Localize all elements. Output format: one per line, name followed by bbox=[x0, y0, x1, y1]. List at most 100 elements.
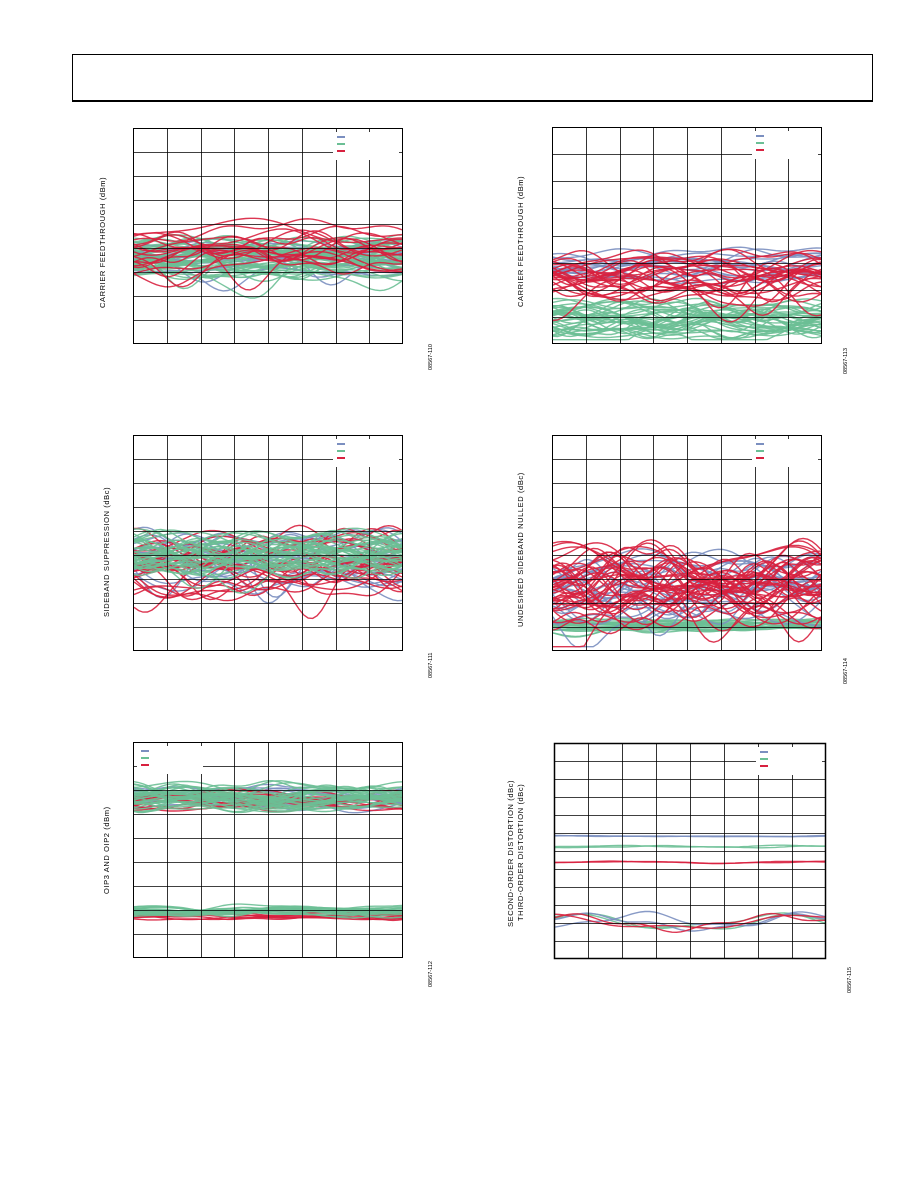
chart-plot bbox=[552, 435, 822, 651]
trace-red bbox=[133, 218, 403, 242]
legend bbox=[752, 131, 818, 159]
trace-red bbox=[552, 548, 822, 600]
trace-red bbox=[133, 228, 403, 256]
plot-border bbox=[552, 127, 822, 344]
plot-frame bbox=[133, 742, 403, 958]
chart-plot bbox=[133, 435, 403, 651]
trace-red bbox=[552, 544, 822, 593]
series-traces bbox=[554, 834, 826, 934]
trace-red bbox=[552, 255, 822, 283]
trace-green bbox=[133, 783, 403, 801]
trace-green bbox=[554, 844, 825, 848]
trace-green bbox=[133, 539, 403, 570]
trace-red bbox=[552, 545, 822, 594]
trace-red bbox=[552, 265, 822, 297]
plot-grid bbox=[133, 742, 403, 958]
chart-plot bbox=[553, 742, 827, 960]
trace-red bbox=[133, 234, 403, 263]
figure-carrier-feedthrough-right: CARRIER FEEDTHROUGH (dBm) 08567-113 bbox=[516, 127, 849, 374]
trace-red bbox=[552, 272, 822, 299]
trace-green bbox=[552, 623, 821, 631]
y-axis-label: CARRIER FEEDTHROUGH (dBm) bbox=[98, 176, 107, 308]
legend bbox=[333, 439, 399, 467]
figure-id: 08567-112 bbox=[428, 961, 434, 987]
trace-red bbox=[552, 259, 822, 309]
chart-plot bbox=[133, 742, 403, 958]
trace-green bbox=[133, 787, 403, 805]
trace-green bbox=[552, 301, 822, 324]
trace-red bbox=[133, 230, 403, 257]
trace-green bbox=[133, 530, 403, 567]
y-axis-label-secondary: THIRD-ORDER DISTORTION (dBc) bbox=[516, 783, 525, 921]
y-axis-label: CARRIER FEEDTHROUGH (dBm) bbox=[516, 175, 525, 307]
trace-green bbox=[552, 322, 822, 340]
y-axis-label: OIP3 AND OIP2 (dBm) bbox=[102, 806, 111, 894]
page-header-frame bbox=[72, 54, 873, 102]
trace-green bbox=[134, 907, 402, 915]
chart-plot bbox=[133, 128, 403, 344]
series-traces bbox=[552, 537, 822, 648]
trace-red bbox=[133, 253, 403, 288]
trace-red bbox=[554, 913, 826, 929]
trace-green bbox=[133, 545, 403, 576]
figure-id: 08567-114 bbox=[843, 658, 849, 684]
trace-red bbox=[133, 235, 403, 269]
trace-green bbox=[133, 795, 403, 812]
trace-red bbox=[133, 236, 403, 264]
legend bbox=[333, 132, 399, 160]
trace-red bbox=[133, 247, 403, 288]
trace-green bbox=[553, 311, 822, 335]
trace-red bbox=[552, 541, 822, 590]
trace-green bbox=[552, 617, 822, 625]
figure-id: 08567-113 bbox=[843, 348, 849, 374]
figure-oip3-oip2-left: OIP3 AND OIP2 (dBm) 08567-112 bbox=[100, 742, 434, 987]
trace-green bbox=[133, 794, 403, 813]
trace-red bbox=[552, 263, 822, 301]
plot-grid bbox=[554, 743, 826, 959]
trace-red bbox=[552, 574, 822, 623]
trace-red bbox=[552, 547, 822, 600]
trace-red bbox=[552, 272, 822, 302]
y-axis-label: SECOND-ORDER DISTORTION (dBc) bbox=[506, 779, 515, 927]
trace-red bbox=[553, 575, 822, 621]
legend bbox=[137, 746, 203, 774]
trace-green bbox=[133, 263, 403, 292]
figure-id: 08567-110 bbox=[428, 344, 434, 370]
figure-distortion-right: SECOND-ORDER DISTORTION (dBc) THIRD-ORDE… bbox=[506, 742, 853, 993]
trace-red bbox=[554, 860, 826, 865]
plot-grid bbox=[133, 128, 403, 344]
series-traces bbox=[552, 246, 822, 341]
trace-red bbox=[552, 258, 822, 295]
trace-green bbox=[133, 910, 403, 919]
chart-plot bbox=[552, 127, 822, 344]
plot-grid bbox=[133, 435, 403, 651]
trace-blue bbox=[554, 834, 826, 838]
y-axis-label: UNDESIRED SIDEBAND NULLED (dBc) bbox=[516, 472, 525, 627]
trace-red bbox=[552, 566, 821, 619]
trace-red bbox=[552, 270, 822, 292]
trace-red bbox=[552, 267, 822, 294]
plot-border bbox=[133, 128, 403, 344]
plot-border bbox=[133, 435, 403, 651]
trace-green bbox=[133, 243, 403, 261]
plot-frame bbox=[133, 128, 403, 344]
figure-undesired-sideband-right: UNDESIRED SIDEBAND NULLED (dBc) 08567-11… bbox=[516, 435, 849, 684]
trace-green bbox=[133, 531, 403, 553]
figure-id: 08567-111 bbox=[428, 652, 434, 679]
figure-sideband-suppression-left: SIDEBAND SUPPRESSION (dBc) 08567-111 bbox=[100, 435, 434, 678]
trace-red bbox=[552, 551, 822, 601]
legend bbox=[752, 439, 818, 467]
plot-border bbox=[133, 742, 403, 958]
y-axis-label: SIDEBAND SUPPRESSION (dBc) bbox=[102, 486, 111, 617]
trace-green bbox=[133, 532, 403, 562]
plot-grid bbox=[552, 127, 822, 344]
trace-green bbox=[552, 306, 822, 329]
trace-green bbox=[133, 534, 403, 589]
trace-red bbox=[133, 237, 403, 278]
trace-red bbox=[552, 256, 822, 279]
trace-red bbox=[552, 542, 822, 591]
legend bbox=[756, 747, 822, 775]
trace-green bbox=[133, 792, 403, 814]
trace-red bbox=[552, 572, 822, 614]
plot-border bbox=[552, 435, 822, 651]
